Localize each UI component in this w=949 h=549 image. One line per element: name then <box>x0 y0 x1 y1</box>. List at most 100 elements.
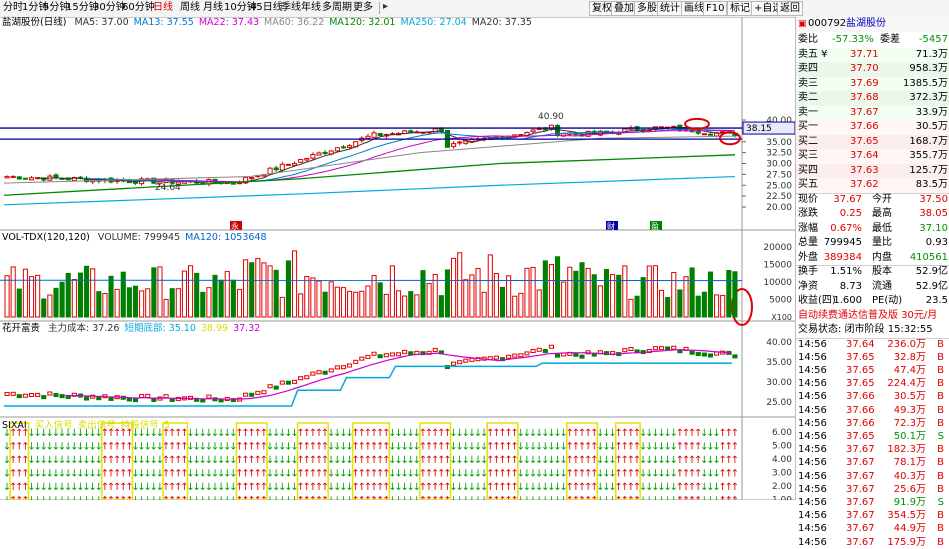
volume-bar <box>164 299 168 317</box>
volume-bar <box>653 266 657 317</box>
volume-bar <box>341 288 345 317</box>
y-tick-label: 40.00 <box>766 338 792 348</box>
chevron-right-icon[interactable]: ▸ <box>383 1 388 12</box>
toolbar-button[interactable]: 标记 <box>727 1 753 16</box>
volume-bar <box>647 266 651 317</box>
ma60-line <box>4 136 735 183</box>
quote-cell: 25.6万 <box>894 483 926 496</box>
volume-bar <box>421 271 425 317</box>
cost-candle <box>513 354 517 357</box>
volume-bar <box>207 288 211 317</box>
up-arrow-icon: ↑ <box>731 469 739 480</box>
quote-cell: 买三 <box>798 149 818 164</box>
candle-body <box>305 158 309 160</box>
cost-candle <box>396 353 400 356</box>
period-tab[interactable]: 更多 <box>353 2 373 14</box>
quote-cell: 168.7万 <box>909 135 948 150</box>
chart-area[interactable]: 40.0037.5035.0032.5030.0027.5025.0022.50… <box>0 17 795 500</box>
y-tick-label: 5000 <box>769 296 792 306</box>
cost-candle <box>250 393 254 396</box>
toolbar-button[interactable]: 统计 <box>657 1 683 16</box>
cost-candle <box>5 392 9 395</box>
volume-bar <box>146 289 150 317</box>
candle-body <box>696 131 700 133</box>
candle-body <box>11 176 15 177</box>
volume-bar <box>715 295 719 317</box>
quote-cell: 44.9万 <box>894 522 926 535</box>
cost-candle <box>29 393 33 396</box>
period-tab[interactable]: 年线 <box>301 2 321 14</box>
quote-cell: 799945 <box>824 236 862 251</box>
volume-bar <box>464 280 468 317</box>
price-panel-title: 盐湖股份(日线) <box>2 17 66 28</box>
period-tab[interactable]: 周线 <box>180 2 200 14</box>
cost-candle <box>672 346 676 349</box>
quote-cell: 37.10 <box>919 222 948 237</box>
quote-cell: 40.3万 <box>894 470 926 483</box>
period-tab[interactable]: 60分钟 <box>122 2 155 14</box>
cost-candle <box>715 352 719 355</box>
period-tab[interactable]: 月线 <box>203 2 223 14</box>
quote-cell: 卖二 <box>798 91 818 106</box>
cost-candle <box>574 353 578 356</box>
quote-cell: PE(动) <box>872 294 902 309</box>
volume-bar <box>348 291 352 317</box>
volume-bar <box>11 267 15 317</box>
cost-candle <box>690 351 694 354</box>
cost-candle <box>384 354 388 357</box>
period-tab[interactable]: 30分钟 <box>93 2 126 14</box>
quote-cell: 收益(四) <box>798 294 836 309</box>
promo-link[interactable]: 自动续费通达信普及版 30元/月 <box>798 309 937 324</box>
legend-item: VOLUME: 799945 <box>98 232 180 243</box>
volume-bar <box>445 270 449 317</box>
period-tab[interactable]: 多周期 <box>322 2 352 14</box>
toolbar-button[interactable]: 返回 <box>777 1 803 16</box>
candle-body <box>702 134 706 135</box>
candle-body <box>378 134 382 136</box>
toolbar-button[interactable]: F10 <box>703 1 727 16</box>
candle-body <box>274 168 278 170</box>
volume-bar <box>458 253 462 317</box>
volume-bar <box>97 292 101 317</box>
period-tab[interactable]: 日线 <box>153 2 173 14</box>
candle-body <box>574 134 578 135</box>
period-tab[interactable]: 45日线 <box>250 2 283 14</box>
volume-bar <box>439 296 443 317</box>
volume-bar <box>617 275 621 317</box>
quote-cell: 37.66 <box>850 120 879 135</box>
period-tab[interactable]: 分时 <box>3 2 23 14</box>
cost-candle <box>372 352 376 355</box>
period-tab[interactable]: 季线 <box>281 2 301 14</box>
volume-bar <box>335 287 339 317</box>
quote-cell: B <box>937 351 944 364</box>
quote-cell: B <box>937 390 944 403</box>
quote-cell: 14:56 <box>798 496 827 509</box>
sixai-panel-title: SIXAI <box>2 420 27 431</box>
candle-body <box>531 130 535 132</box>
quote-cell: 78.1万 <box>894 456 926 469</box>
cost-candle <box>464 359 468 362</box>
cost-candle <box>335 366 339 369</box>
volume-bar <box>366 286 370 317</box>
candle-body <box>286 164 290 165</box>
volume-bar <box>329 282 333 317</box>
volume-unit-label: X100 <box>771 313 792 322</box>
cost-candle <box>543 350 547 353</box>
quote-cell: 委差 <box>880 33 900 48</box>
candle-body <box>519 135 523 136</box>
volume-bar <box>323 292 327 317</box>
quote-cell: 内盘 <box>872 251 892 266</box>
volume-bar <box>666 298 670 317</box>
quote-cell: 37.65 <box>846 377 875 390</box>
volume-bar <box>604 270 608 317</box>
volume-bar <box>507 276 511 317</box>
quote-cell: 37.62 <box>850 178 879 193</box>
quote-cell: 38.05 <box>919 207 948 222</box>
